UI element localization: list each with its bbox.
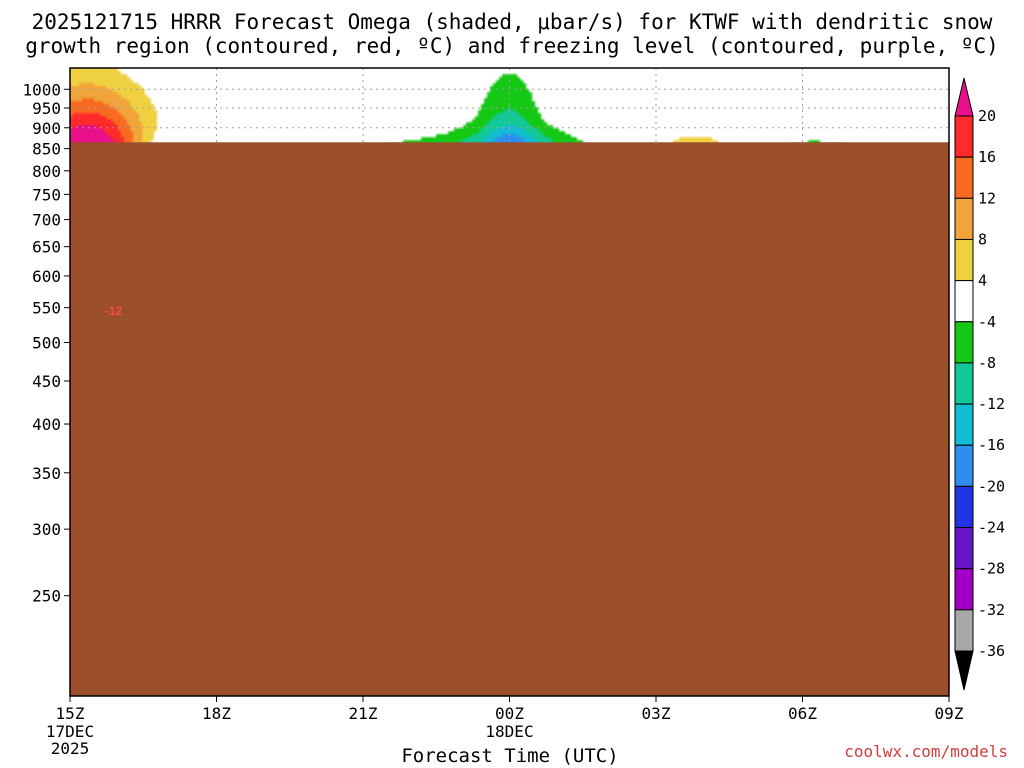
colorbar-label--36: -36	[978, 642, 1005, 660]
x-tick-label-18Z: 18Z	[202, 704, 231, 723]
x-tick-label-06Z: 06Z	[788, 704, 817, 723]
dgz-contour-label: -12	[105, 304, 123, 318]
x-tick-label-00Z: 00Z	[495, 704, 524, 723]
colorbar-label-8: 8	[978, 230, 987, 248]
site-credit: coolwx.com/models	[844, 742, 1008, 761]
colorbar-label--28: -28	[978, 560, 1005, 578]
colorbar-label--4: -4	[978, 313, 996, 331]
colorbar-label--24: -24	[978, 519, 1005, 537]
y-axis: 250 300 350 400 450 500 550 600 650 700 750 800 850 9…	[22, 80, 70, 606]
colorbar-cell-3	[954, 238, 974, 282]
ground-below-surface	[70, 142, 949, 696]
y-tick-label-900: 900	[32, 119, 61, 138]
colorbar-cell-7	[954, 403, 974, 446]
colorbar-label-20: 20	[978, 107, 996, 125]
colorbar-label--12: -12	[978, 395, 1005, 413]
colorbar-label--8: -8	[978, 354, 996, 372]
colorbar-cell-8	[954, 444, 974, 487]
y-tick-label-350: 350	[32, 464, 61, 483]
y-tick-label-400: 400	[32, 415, 61, 434]
y-tick-label-650: 650	[32, 238, 61, 257]
colorbar-cell-2	[954, 197, 974, 240]
colorbar-label--20: -20	[978, 477, 1005, 495]
x-tick-label-21Z: 21Z	[349, 704, 378, 723]
colorbar-bottom-arrow	[954, 650, 974, 691]
y-tick-label-500: 500	[32, 334, 61, 353]
chart-title-line2: growth region (contoured, red, ºC) and f…	[25, 34, 999, 58]
colorbar-cell-4	[954, 280, 974, 323]
y-tick-label-950: 950	[32, 99, 61, 118]
colorbar-cell-11	[954, 568, 974, 611]
chart-title-line1: 2025121715 HRRR Forecast Omega (shaded, …	[31, 10, 993, 34]
plot-area: -12	[70, 68, 949, 696]
colorbar-cell-12	[954, 609, 974, 652]
y-tick-label-600: 600	[32, 267, 61, 286]
colorbar-top-arrow	[954, 77, 974, 117]
y-tick-label-850: 850	[32, 140, 61, 159]
colorbar-cell-1	[954, 156, 974, 199]
x-tick-sublabel-18dec: 18DEC	[485, 722, 533, 741]
x-tick-sublabel-17dec: 17DEC	[46, 722, 94, 741]
colorbar-label-16: 16	[978, 148, 996, 166]
x-tick-label-15Z: 15Z	[56, 704, 85, 723]
y-tick-label-250: 250	[32, 587, 61, 606]
x-tick-label-09Z: 09Z	[935, 704, 964, 723]
colorbar-label-12: 12	[978, 189, 996, 207]
y-tick-label-800: 800	[32, 162, 61, 181]
colorbar-cell-0	[954, 115, 974, 158]
colorbar-cell-5	[954, 321, 974, 364]
y-tick-label-550: 550	[32, 299, 61, 318]
y-tick-label-750: 750	[32, 185, 61, 204]
colorbar-cell-10	[954, 527, 974, 570]
x-tick-sublabel-2025: 2025	[51, 739, 90, 758]
colorbar-cell-9	[954, 485, 974, 529]
y-tick-label-450: 450	[32, 372, 61, 391]
x-axis-label: Forecast Time (UTC)	[401, 745, 619, 767]
y-tick-label-300: 300	[32, 520, 61, 539]
colorbar-cell-6	[954, 362, 974, 405]
colorbar-label-4: 4	[978, 272, 987, 290]
y-tick-label-1000: 1000	[22, 80, 61, 99]
colorbar-legend: 20 16 12 8 4 -4 -8 -12 -16 -20 -24 -28 -32 -36	[954, 77, 1005, 691]
colorbar-label--16: -16	[978, 436, 1005, 454]
y-tick-label-700: 700	[32, 211, 61, 230]
colorbar-label--32: -32	[978, 601, 1005, 619]
x-tick-label-03Z: 03Z	[642, 704, 671, 723]
